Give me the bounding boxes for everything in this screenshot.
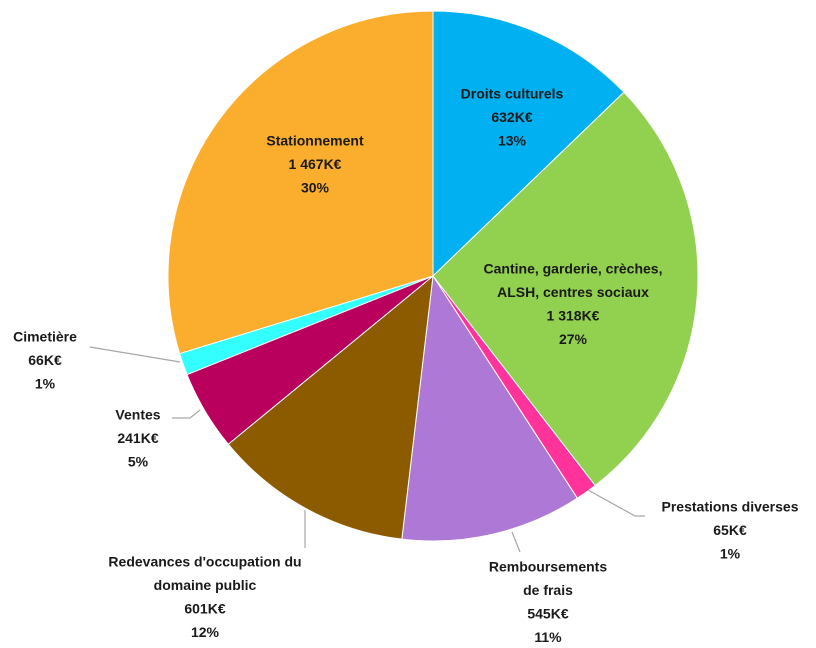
slice-label: domaine public [154, 577, 257, 593]
value-label: 66K€ [28, 352, 62, 368]
leader-line [172, 409, 201, 419]
percent-label: 1% [720, 546, 741, 562]
pie-slice [401, 274, 579, 542]
value-label: 1 467K€ [289, 156, 342, 172]
value-label: 65K€ [713, 522, 747, 538]
value-label: 632K€ [491, 109, 532, 125]
pie-slice [432, 10, 625, 278]
slice-label: Remboursements [489, 559, 607, 575]
leader-line [587, 489, 645, 517]
percent-label: 27% [559, 331, 588, 347]
slice-label: de frais [523, 582, 573, 598]
value-label: 601K€ [184, 601, 225, 617]
slice-label: Redevances d'occupation du [108, 554, 301, 570]
value-label: 241K€ [117, 430, 158, 446]
pie-slice [432, 91, 699, 487]
value-label: 1 318K€ [547, 308, 600, 324]
value-label: 545K€ [527, 606, 568, 622]
slice-label: Prestations diverses [662, 499, 799, 515]
slice-label: Cantine, garderie, crèches, [484, 261, 663, 277]
percent-label: 5% [128, 454, 149, 470]
leader-line [89, 346, 181, 363]
percent-label: 12% [191, 624, 220, 640]
leader-line [511, 531, 521, 553]
percent-label: 1% [35, 376, 56, 392]
pie-slice [227, 274, 434, 540]
slice-label: Droits culturels [461, 86, 564, 102]
percent-label: 11% [534, 629, 562, 645]
slice-label: ALSH, centres sociaux [497, 284, 649, 300]
percent-label: 13% [498, 133, 527, 149]
slice-label: Cimetière [13, 329, 77, 345]
slice-label: Stationnement [266, 133, 364, 149]
pie-slice [167, 10, 434, 355]
percent-label: 30% [301, 180, 330, 196]
slice-label: Ventes [115, 407, 160, 423]
